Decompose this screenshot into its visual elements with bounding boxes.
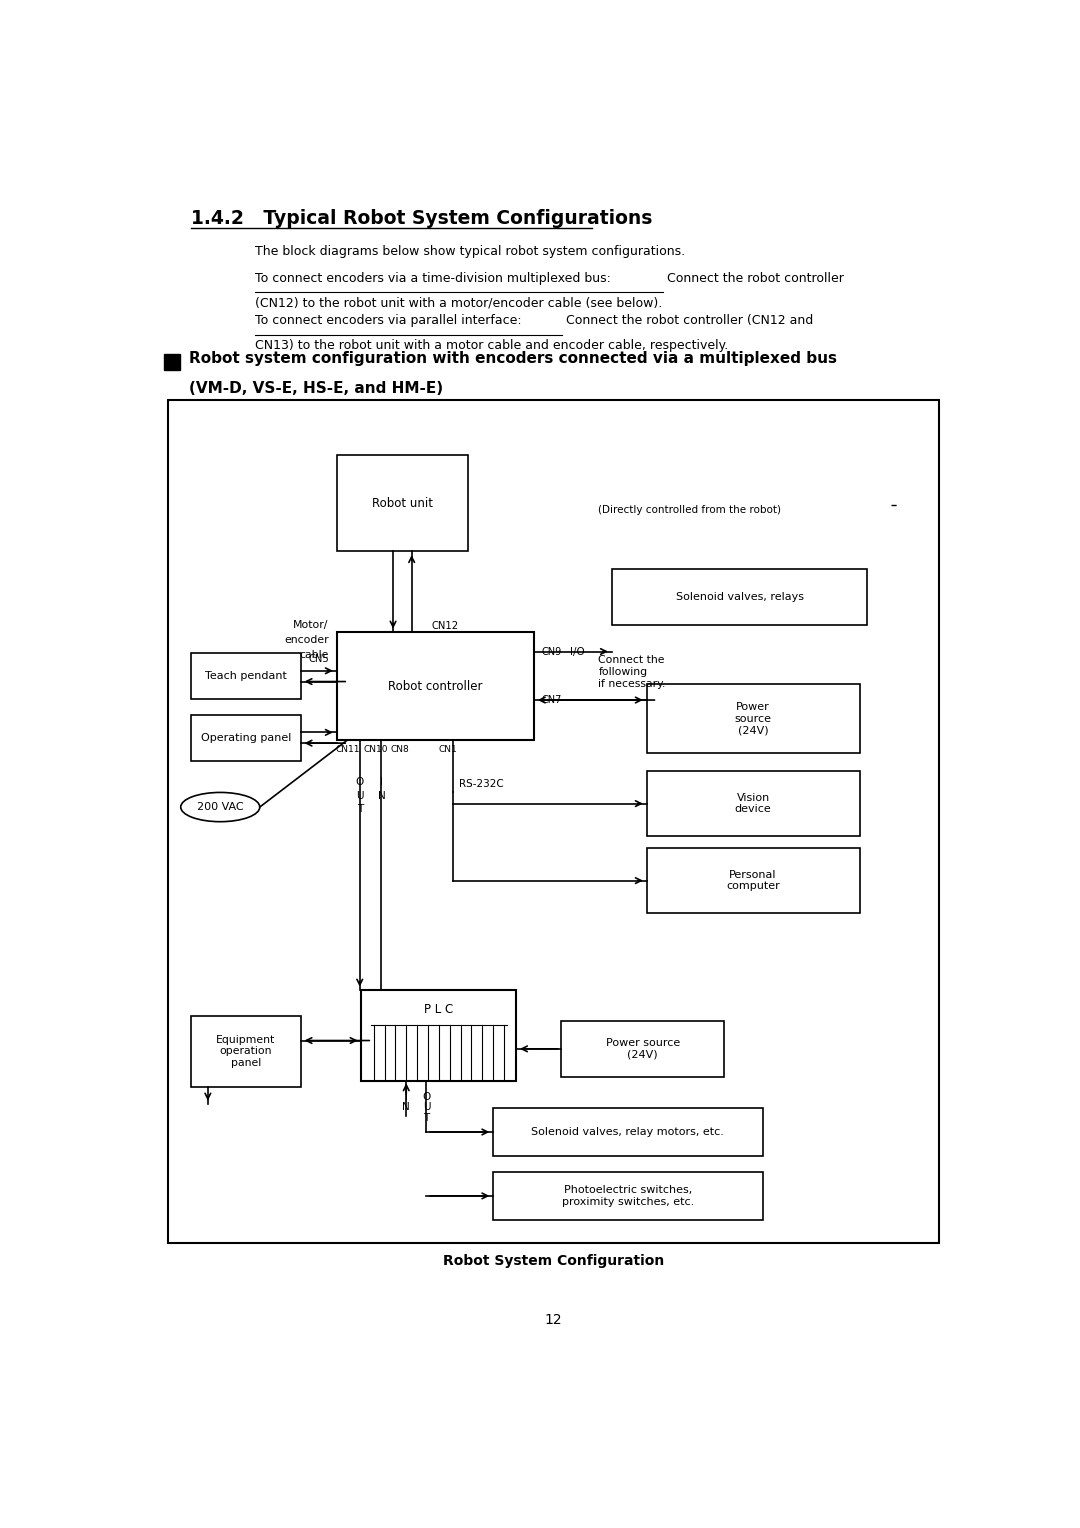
Text: I: I	[380, 778, 383, 787]
Text: (CN12) to the robot unit with a motor/encoder cable (see below).: (CN12) to the robot unit with a motor/en…	[255, 296, 662, 310]
Text: 1.4.2   Typical Robot System Configurations: 1.4.2 Typical Robot System Configuration…	[191, 209, 652, 228]
Text: Vision
device: Vision device	[734, 793, 771, 814]
Text: Robot controller: Robot controller	[388, 680, 483, 692]
Bar	[337, 633, 535, 740]
Bar	[592, 498, 891, 640]
Text: 12: 12	[544, 1313, 563, 1326]
Bar	[592, 648, 891, 886]
Text: Connect the
following
if necessary.: Connect the following if necessary.	[598, 656, 666, 689]
Bar	[494, 1108, 762, 1155]
Text: Personal
computer: Personal computer	[726, 869, 780, 891]
Text: Solenoid valves, relays: Solenoid valves, relays	[675, 591, 804, 602]
Text: CN1: CN1	[438, 744, 458, 753]
Text: Equipment
operation
panel: Equipment operation panel	[216, 1034, 275, 1068]
Text: I: I	[405, 1091, 408, 1102]
Text: P L C: P L C	[424, 1002, 454, 1016]
Text: CN10: CN10	[363, 744, 388, 753]
Text: CN12: CN12	[432, 620, 459, 631]
Text: (VM-D, VS-E, HS-E, and HM-E): (VM-D, VS-E, HS-E, and HM-E)	[189, 380, 444, 396]
Text: Photoelectric switches,
proximity switches, etc.: Photoelectric switches, proximity switch…	[562, 1186, 694, 1207]
Bar	[164, 354, 180, 370]
Text: Robot unit: Robot unit	[372, 497, 433, 510]
Bar	[562, 1021, 724, 1077]
Text: N: N	[403, 1102, 410, 1112]
Text: CN5: CN5	[308, 654, 329, 665]
Bar	[647, 848, 860, 914]
Text: (Directly controlled from the robot): (Directly controlled from the robot)	[598, 506, 782, 515]
Bar	[167, 400, 939, 1242]
Text: CN7: CN7	[542, 695, 563, 704]
Text: Robot system configuration with encoders connected via a multiplexed bus: Robot system configuration with encoders…	[189, 351, 837, 367]
Text: CN13) to the robot unit with a motor cable and encoder cable, respectively.: CN13) to the robot unit with a motor cab…	[255, 339, 728, 351]
Text: Solenoid valves, relay motors, etc.: Solenoid valves, relay motors, etc.	[531, 1128, 725, 1137]
Text: CN9: CN9	[542, 646, 562, 657]
Bar	[191, 652, 301, 700]
Bar	[337, 455, 469, 552]
Text: N: N	[378, 790, 386, 801]
Text: The block diagrams below show typical robot system configurations.: The block diagrams below show typical ro…	[255, 244, 685, 258]
Text: Connect the robot controller: Connect the robot controller	[663, 272, 843, 284]
Bar	[611, 568, 867, 625]
Text: cable: cable	[299, 651, 328, 660]
Text: I/O: I/O	[570, 646, 584, 657]
Text: To connect encoders via parallel interface:: To connect encoders via parallel interfa…	[255, 315, 522, 327]
Text: U: U	[422, 1102, 430, 1112]
Text: CN11: CN11	[335, 744, 360, 753]
Text: To connect encoders via a time-division multiplexed bus:: To connect encoders via a time-division …	[255, 272, 611, 284]
Text: Power source
(24V): Power source (24V)	[606, 1038, 679, 1059]
Bar	[191, 1016, 301, 1086]
Bar	[494, 1172, 762, 1219]
Bar	[362, 990, 516, 1082]
Text: O: O	[355, 778, 364, 787]
Text: Power
source
(24V): Power source (24V)	[734, 701, 771, 735]
Bar	[647, 685, 860, 753]
Text: RS-232C: RS-232C	[459, 779, 503, 788]
Text: 200 VAC: 200 VAC	[197, 802, 244, 811]
Bar	[647, 770, 860, 836]
Text: U: U	[356, 790, 364, 801]
Text: CN8: CN8	[391, 744, 409, 753]
Text: O: O	[422, 1091, 431, 1102]
Text: T: T	[423, 1112, 430, 1123]
Text: Connect the robot controller (CN12 and: Connect the robot controller (CN12 and	[562, 315, 813, 327]
Text: Motor/: Motor/	[294, 619, 328, 630]
Text: encoder: encoder	[284, 636, 328, 645]
Bar	[191, 715, 301, 761]
Text: Operating panel: Operating panel	[201, 733, 291, 743]
Text: T: T	[356, 804, 363, 813]
Text: Teach pendant: Teach pendant	[205, 671, 287, 681]
Ellipse shape	[180, 793, 260, 822]
Text: Robot System Configuration: Robot System Configuration	[443, 1254, 664, 1268]
